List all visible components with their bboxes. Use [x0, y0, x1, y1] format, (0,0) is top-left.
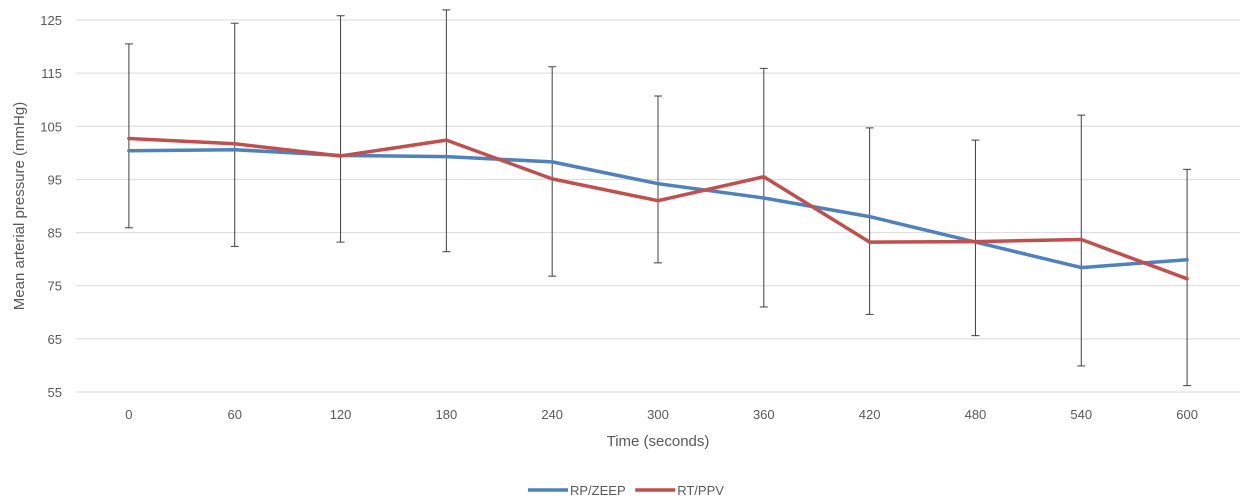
x-tick-label: 300 [647, 407, 669, 422]
legend: RP/ZEEP RT/PPV [528, 483, 724, 498]
y-tick-label: 65 [48, 332, 62, 347]
y-axis-title: Mean arterial pressure (mmHg) [11, 102, 28, 310]
error-bar [865, 127, 874, 315]
legend-label: RP/ZEEP [570, 483, 626, 498]
error-bar [759, 67, 768, 308]
y-tick-label: 55 [48, 385, 62, 400]
x-tick-label: 240 [541, 407, 563, 422]
error-bar [654, 95, 662, 264]
x-tick-label: 60 [227, 407, 241, 422]
y-tick-label: 125 [40, 13, 62, 28]
error-bar [442, 9, 451, 253]
y-tick-label: 115 [41, 66, 62, 81]
error-bar [336, 15, 345, 243]
x-tick-label: 480 [965, 407, 987, 422]
x-tick-label: 540 [1070, 407, 1092, 422]
x-tick-label: 180 [436, 407, 458, 422]
error-bar [230, 22, 239, 247]
y-tick-label: 75 [48, 279, 62, 294]
error-bar [548, 66, 557, 277]
x-tick-label: 600 [1176, 407, 1198, 422]
x-axis-title: Time (seconds) [607, 433, 710, 450]
series-lines [127, 136, 1189, 281]
error-bar [124, 43, 133, 229]
y-tick-label: 95 [48, 172, 62, 187]
x-tick-labels: 0 60 120 180 240 300 360 420 480 540 600 [125, 407, 1198, 422]
x-tick-label: 420 [859, 407, 881, 422]
x-tick-label: 0 [125, 407, 132, 422]
legend-label: RT/PPV [677, 483, 724, 498]
legend-item: RT/PPV [635, 483, 724, 498]
y-tick-labels: 55 65 75 85 95 105 115 125 [40, 13, 62, 400]
x-tick-label: 360 [753, 407, 775, 422]
y-tick-label: 105 [40, 119, 62, 134]
x-tick-label: 120 [330, 407, 352, 422]
error-bars [124, 9, 1192, 387]
y-tick-label: 85 [48, 226, 62, 241]
error-bar [971, 139, 980, 337]
legend-item: RP/ZEEP [528, 483, 626, 498]
